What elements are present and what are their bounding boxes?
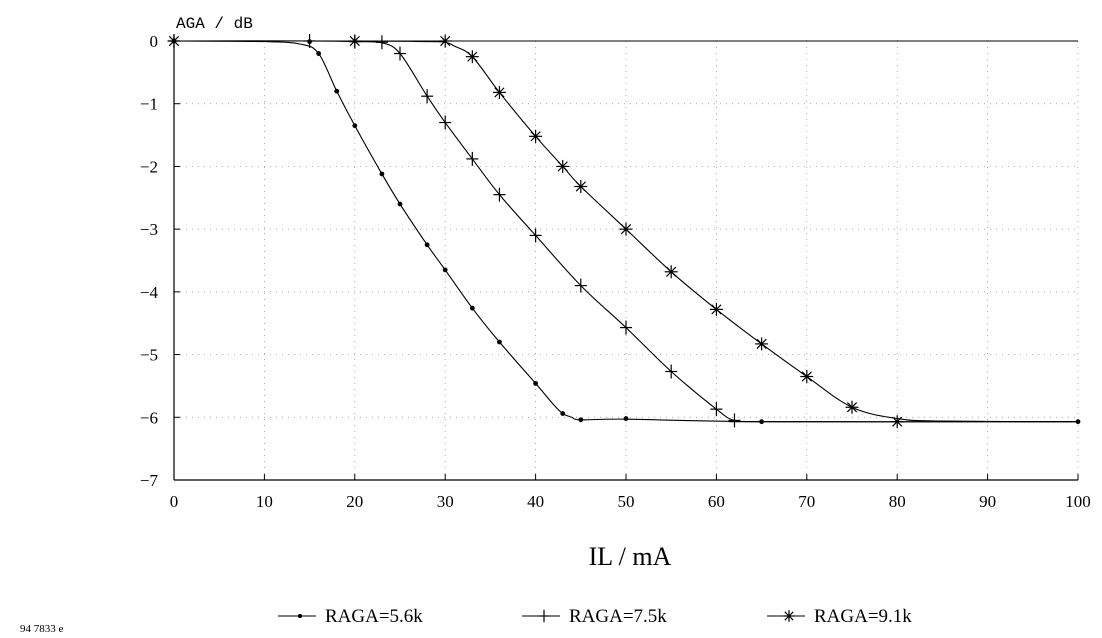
marker-plus [439,115,452,130]
marker-dot [442,267,448,273]
x-tick-label: 100 [1065,492,1091,511]
marker-plus [529,228,542,243]
marker-plus [466,151,479,166]
marker-dot [316,51,322,56]
x-tick-label: 70 [798,492,815,511]
marker-asterisk [845,400,859,414]
grid [174,41,1079,480]
legend-label: RAGA=5.6k [325,606,423,627]
marker-plus [375,35,388,50]
marker-asterisk [348,34,362,48]
marker-dot [334,88,340,94]
marker-asterisk [890,415,904,429]
marker-asterisk [465,50,479,64]
x-tick-label: 0 [170,492,179,511]
marker-asterisk [709,302,723,316]
marker-asterisk [438,34,452,48]
marker-dot [469,305,475,311]
legend-item: RAGA=7.5k [522,606,667,627]
y-tick-label: −3 [140,220,158,239]
y-tick-labels: 0 −1 −2 −3 −4 −5 −6 −7 [140,32,159,490]
marker-plus [574,278,587,293]
y-tick-label: −6 [140,408,158,427]
marker-asterisk [574,179,588,193]
x-tick-label: 30 [437,492,454,511]
marker-plus [303,34,316,48]
marker-dot [397,201,403,207]
marker-asterisk [664,265,678,279]
legend: RAGA=5.6k RAGA=7.5k RAGA=9.1k [278,606,912,627]
marker-asterisk [755,337,769,351]
marker-asterisk [783,610,795,622]
marker-asterisk [167,34,181,48]
marker-dot [1075,419,1081,425]
y-axis-title: AGA / dB [176,15,253,33]
x-tick-label: 90 [979,492,996,511]
marker-asterisk [556,159,570,173]
marker-dot [578,417,584,423]
marker-asterisk [492,85,506,99]
x-tick-label: 20 [346,492,363,511]
marker-plus [710,402,723,417]
marker-asterisk [529,129,543,143]
series-markers [167,34,1081,429]
y-tick-label: −7 [140,471,159,490]
x-tick-labels: 0 10 20 30 40 50 60 70 80 90 100 [170,492,1091,511]
marker-dot [379,171,385,177]
figure-id: 94 7833 e [20,623,64,635]
marker-plus [421,89,434,104]
y-tick-label: −1 [140,95,158,114]
marker-plus [538,609,550,623]
marker-asterisk [619,222,633,236]
marker-dot [533,381,538,386]
x-tick-label: 50 [618,492,635,511]
x-tick-label: 80 [889,492,906,511]
marker-dot [623,416,629,421]
y-tick-label: 0 [150,32,159,51]
marker-dot [352,123,358,129]
marker-asterisk [800,370,814,384]
axis-ticks [173,40,1079,481]
marker-plus [665,364,678,379]
x-tick-label: 60 [708,492,725,511]
x-tick-label: 40 [527,492,544,511]
marker-plus [493,187,506,202]
legend-label: RAGA=7.5k [569,606,667,627]
marker-plus [728,413,741,428]
legend-item: RAGA=9.1k [767,606,912,627]
marker-dot [759,419,764,425]
marker-plus [394,46,406,61]
y-tick-label: −5 [140,346,158,365]
marker-dot [497,339,502,345]
x-axis-title: IL / mA [589,542,672,571]
x-tick-label: 10 [256,492,273,511]
y-tick-label: −4 [140,283,159,302]
marker-dot [297,613,303,619]
y-tick-label: −2 [140,157,158,176]
marker-dot [424,242,430,248]
marker-plus [620,320,632,335]
marker-dot [560,411,566,416]
legend-item: RAGA=5.6k [278,606,423,627]
legend-label: RAGA=9.1k [814,606,912,627]
